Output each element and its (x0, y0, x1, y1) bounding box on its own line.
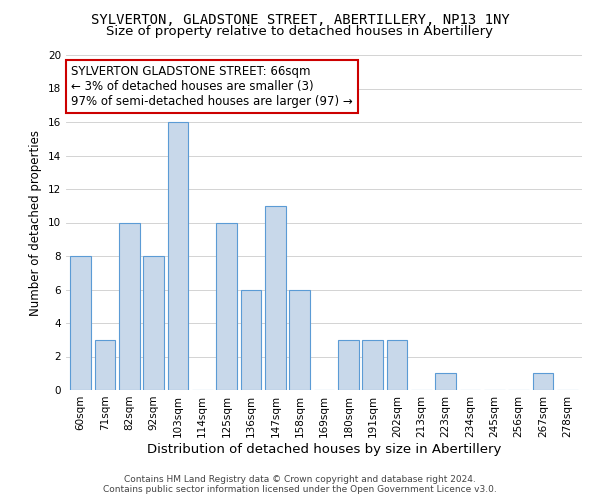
Bar (338, 340, 359, 390)
Bar (362, 340, 383, 390)
X-axis label: Distribution of detached houses by size in Abertillery: Distribution of detached houses by size … (147, 442, 501, 456)
Bar (265, 206, 286, 390)
Text: Contains HM Land Registry data © Crown copyright and database right 2024.
Contai: Contains HM Land Registry data © Crown c… (103, 474, 497, 494)
Bar (70, 256, 91, 390)
Bar (119, 222, 140, 390)
Bar (386, 340, 407, 390)
Bar (533, 373, 553, 390)
Text: SYLVERTON GLADSTONE STREET: 66sqm
← 3% of detached houses are smaller (3)
97% of: SYLVERTON GLADSTONE STREET: 66sqm ← 3% o… (71, 65, 353, 108)
Bar (216, 222, 237, 390)
Text: Size of property relative to detached houses in Abertillery: Size of property relative to detached ho… (107, 25, 493, 38)
Bar (143, 256, 164, 390)
Bar (241, 290, 262, 390)
Bar (167, 122, 188, 390)
Bar (289, 290, 310, 390)
Bar (95, 340, 115, 390)
Bar (436, 373, 456, 390)
Y-axis label: Number of detached properties: Number of detached properties (29, 130, 43, 316)
Text: SYLVERTON, GLADSTONE STREET, ABERTILLERY, NP13 1NY: SYLVERTON, GLADSTONE STREET, ABERTILLERY… (91, 12, 509, 26)
